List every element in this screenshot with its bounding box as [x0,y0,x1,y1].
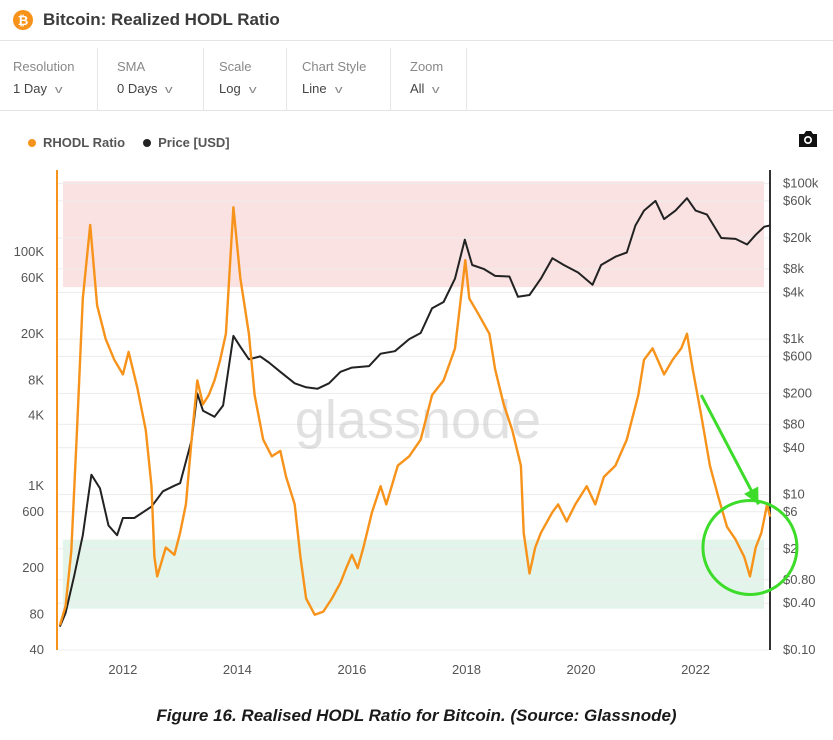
right-tick-label: $40 [783,440,805,455]
left-tick-label: 40 [30,642,44,657]
right-tick-label: $4k [783,284,804,299]
zoom-dropdown[interactable]: Zoom All v [391,48,467,110]
legend-dot-rhodl [28,138,36,147]
price-line [58,197,771,627]
x-tick-label: 2022 [681,662,710,677]
scale-label: Scale [219,59,252,74]
right-tick-label: $100k [783,176,819,191]
right-tick-label: $20k [783,230,812,245]
resolution-value: 1 Day [13,81,47,96]
chart-style-dropdown[interactable]: Chart Style Line v [287,48,391,110]
chevron-down-icon: v [248,84,257,96]
figure-caption: Figure 16. Realised HODL Ratio for Bitco… [156,706,677,725]
scale-value: Log [219,81,241,96]
zone-bands [63,181,764,609]
left-tick-label: 80 [30,607,44,622]
chevron-down-icon: v [54,84,63,96]
legend-item-rhodl[interactable]: RHODL Ratio [28,135,125,150]
x-tick-label: 2020 [567,662,596,677]
left-tick-label: 200 [22,560,44,575]
left-tick-label: 4K [28,408,44,423]
x-tick-label: 2018 [452,662,481,677]
left-tick-label: 1K [28,478,44,493]
annotation-arrow [699,394,760,506]
legend-dot-price [143,138,152,147]
right-tick-label: $0.40 [783,595,816,610]
right-tick-label: $0.80 [783,572,816,587]
resolution-dropdown[interactable]: Resolution 1 Day v [0,48,98,110]
annotations [699,394,799,596]
right-tick-label: $600 [783,348,812,363]
right-tick-label: $2 [783,541,797,556]
right-tick-label: $60k [783,193,812,208]
sma-dropdown[interactable]: SMA 0 Days v [98,48,204,110]
chart-toolbar: Resolution 1 Day v SMA 0 Days v Scale Log v… [0,48,833,111]
legend-label-price: Price [USD] [158,135,230,150]
band-0 [63,181,764,288]
x-axis: 2012 2014 2016 2018 2020 2022 [108,662,710,677]
left-tick-label: 8K [28,372,44,387]
chart-style-value: Line [302,81,327,96]
chevron-down-icon: v [165,84,174,96]
bitcoin-icon: ₿ [13,10,33,30]
left-tick-label: 20K [21,326,44,341]
chart-style-label: Chart Style [302,59,367,74]
chevron-down-icon: v [432,84,441,96]
zoom-label: Zoom [410,59,444,74]
grid-lines [56,170,771,651]
series-lines [58,197,772,627]
sma-label: SMA [117,59,146,74]
camera-icon[interactable] [797,130,819,148]
x-tick-label: 2016 [337,662,366,677]
left-axis: 100K 60K 20K 8K 4K 1K 600 200 80 40 [14,244,45,657]
x-tick-label: 2014 [223,662,252,677]
annotation-circle [701,498,799,596]
left-tick-label: 100K [14,244,45,259]
scale-dropdown[interactable]: Scale Log v [204,48,287,110]
watermark: glassnode [295,390,541,450]
right-tick-label: $0.10 [783,642,816,657]
right-axis: $100k $60k $20k $8k $4k $1k $600 $200 $80 $40 $10 $… [783,176,819,657]
x-tick-label: 2012 [108,662,137,677]
app-header: ₿ Bitcoin: Realized HODL Ratio [0,0,833,41]
right-tick-label: $10 [783,487,805,502]
left-tick-label: 60K [21,270,44,285]
zoom-value: All [410,81,425,96]
chevron-down-icon: v [334,84,343,96]
rhodl-ratio-line [58,206,772,626]
right-tick-label: $1k [783,331,804,346]
left-tick-label: 600 [22,504,44,519]
right-tick-label: $6 [783,504,797,519]
rhodl-chart: glassnode 100K 60K 20K 8K 4K 1K 600 200 80 40 $10… [14,170,819,677]
band-1 [63,539,764,609]
sma-value: 0 Days [117,81,158,96]
right-tick-label: $200 [783,385,812,400]
chart-legend: RHODL Ratio Price [USD] [28,135,248,150]
page-title: Bitcoin: Realized HODL Ratio [43,10,280,29]
resolution-label: Resolution [13,59,75,74]
right-tick-label: $80 [783,416,805,431]
legend-item-price[interactable]: Price [USD] [143,135,230,150]
legend-label-rhodl: RHODL Ratio [43,135,126,150]
right-tick-label: $8k [783,261,804,276]
